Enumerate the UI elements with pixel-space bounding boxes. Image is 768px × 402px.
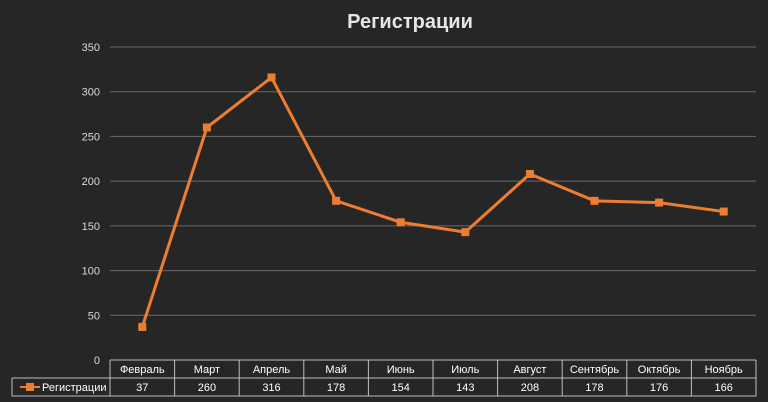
series-line [140,75,724,328]
table-value-cell: 178 [327,382,345,394]
y-tick-label: 200 [82,176,100,188]
data-point [655,198,664,207]
data-point [396,218,405,227]
data-point [332,196,341,205]
y-tick-label: 300 [82,87,100,99]
y-tick-label: 350 [82,42,100,54]
y-tick-label: 250 [82,131,100,143]
data-point [525,169,534,178]
legend-label: Регистрации [42,382,107,394]
data-point [719,207,728,216]
data-point [202,123,211,132]
gridlines [110,46,756,316]
category-label: Сентябрь [570,364,620,376]
y-axis-ticks: 0 50 100 150 200 250 300 350 [82,42,100,367]
table-value-cell: 208 [521,382,539,394]
table-value-cell: 176 [650,382,668,394]
data-point [267,73,276,82]
table-value-cell: 260 [198,382,216,394]
category-label: Октябрь [638,364,681,376]
table-value-cell: 37 [136,382,148,394]
category-label: Август [513,364,546,376]
table-value-cell: 166 [715,382,733,394]
y-tick-label: 50 [88,310,100,322]
data-point [138,322,147,331]
category-label: Июль [451,364,479,376]
y-tick-label: 150 [82,221,100,233]
data-table: Февраль Март Апрель Май Июнь Июль Август Сентяб… [11,359,757,397]
category-label: Ноябрь [705,364,743,376]
legend-marker [26,383,34,391]
y-tick-label: 0 [94,355,100,367]
data-point [590,196,599,205]
series-registrations [138,73,728,331]
data-point [461,228,470,237]
category-label: Май [325,364,347,376]
legend: Регистрации [20,382,107,394]
category-label: Март [194,364,220,376]
table-value-cell: 154 [392,382,410,394]
table-value-cell: 178 [585,382,603,394]
y-tick-label: 100 [82,266,100,278]
category-label: Июнь [387,364,415,376]
category-label: Февраль [120,364,165,376]
chart-title: Регистрации [347,11,473,33]
table-value-cell: 316 [262,382,280,394]
category-label: Апрель [253,364,291,376]
table-value-cell: 143 [456,382,474,394]
